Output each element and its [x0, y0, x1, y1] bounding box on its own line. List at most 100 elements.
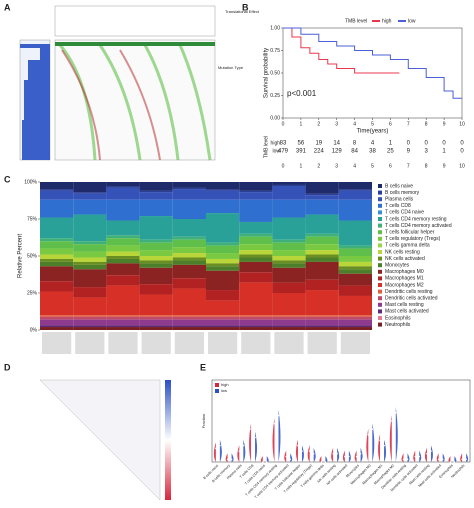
risk-value: 8	[353, 141, 357, 147]
y-tick-label: 0%	[30, 327, 38, 333]
legend-swatch	[378, 184, 382, 188]
survival-curve	[283, 27, 400, 74]
bar-segment	[40, 325, 74, 328]
legend-label: Macrophages M2	[385, 282, 424, 288]
risk-value: 84	[351, 149, 358, 155]
risk-value: 479	[278, 149, 289, 155]
bar-segment	[272, 325, 306, 328]
bar-segment	[73, 244, 107, 252]
median-dot	[441, 458, 444, 461]
bar-segment	[338, 273, 372, 286]
median-dot	[320, 461, 323, 463]
legend-label: Eosinophils	[385, 315, 411, 321]
violin	[284, 450, 287, 462]
bar-segment	[239, 325, 273, 328]
legend-swatch	[378, 250, 382, 254]
correlation-plot	[39, 379, 171, 501]
risk-value: 0	[425, 141, 429, 147]
legend-swatch	[215, 389, 219, 393]
x-label-smudge	[208, 332, 238, 354]
median-dot	[289, 458, 292, 461]
legend-label: T cells CD8	[385, 203, 411, 209]
risk-value: 3	[425, 149, 429, 155]
legend-label: NK cells activated	[385, 256, 425, 262]
bar-segment	[73, 269, 107, 288]
risk-value: 38	[369, 149, 376, 155]
x-label-smudge	[75, 332, 105, 354]
x-tick-label: 4	[353, 163, 356, 169]
bar-segment	[106, 258, 140, 264]
legend-title: Mutation Type	[218, 65, 244, 70]
bar-segment	[73, 327, 107, 330]
risk-value: 0	[460, 141, 464, 147]
median-dot	[406, 458, 409, 461]
x-tick-label: 8	[425, 163, 428, 169]
median-dot	[426, 453, 428, 455]
bar-segment	[239, 190, 273, 193]
bar-segment	[272, 327, 306, 330]
bar-segment	[172, 219, 206, 237]
bar-segment	[40, 261, 74, 267]
bar-segment	[172, 187, 206, 190]
bar-segment	[338, 256, 372, 262]
median-dot	[437, 458, 440, 461]
violin	[313, 447, 316, 462]
bar-segment	[40, 238, 74, 242]
bar-segment	[106, 182, 140, 187]
bar-segment	[40, 182, 74, 190]
x-tick-label: 8	[425, 121, 428, 127]
x-label-smudge	[108, 332, 138, 354]
bar-segment	[305, 182, 339, 194]
violin	[342, 450, 345, 462]
violin	[295, 439, 298, 462]
median-dot	[379, 439, 381, 441]
legend-swatch	[378, 256, 382, 261]
bar-segment	[239, 221, 273, 234]
violin	[360, 447, 363, 462]
x-tick-label: 5	[371, 121, 374, 127]
bar-segment	[338, 245, 372, 249]
bar-segment	[139, 267, 173, 285]
risk-value: 56	[298, 141, 305, 147]
bar-segment	[139, 216, 173, 240]
x-label-smudge	[42, 332, 72, 354]
bar-segment	[106, 325, 140, 328]
median-dot	[453, 461, 456, 463]
x-tick-label: 5	[371, 163, 374, 169]
legend-swatch	[378, 309, 382, 314]
bar-segment	[172, 182, 206, 188]
median-dot	[297, 444, 299, 447]
panel-label: D	[4, 362, 11, 372]
violin	[255, 431, 258, 462]
x-tick-label: 3	[335, 163, 338, 169]
bar-segment	[40, 189, 74, 191]
risk-value: 0	[460, 149, 464, 155]
bar-segment	[106, 285, 140, 316]
bar-segment	[139, 256, 173, 261]
legend-label: B cells naive	[385, 183, 413, 189]
bar-segment	[139, 239, 173, 243]
bar-segment	[172, 260, 206, 265]
risk-table-title: TMB level	[263, 136, 269, 158]
violin	[436, 453, 439, 462]
bar-segment	[172, 236, 206, 240]
x-tick-label: 9	[443, 163, 446, 169]
median-dot	[265, 461, 268, 463]
violin	[260, 456, 263, 462]
bar-segment	[40, 190, 74, 200]
bar-segment	[338, 319, 372, 326]
legend-label: Macrophages M1	[385, 276, 424, 282]
bar-segment	[272, 217, 306, 240]
bar-segment	[239, 316, 273, 320]
survival-curve	[283, 27, 462, 99]
bar-segment	[172, 189, 206, 200]
median-dot	[324, 461, 327, 463]
risk-value: 14	[333, 141, 340, 147]
bar-segment	[239, 261, 273, 273]
x-tick-label: 4	[353, 121, 356, 127]
bar-segment	[239, 233, 273, 237]
legend-swatch	[378, 316, 382, 320]
median-dot	[465, 458, 467, 461]
bar-segment	[272, 282, 306, 293]
